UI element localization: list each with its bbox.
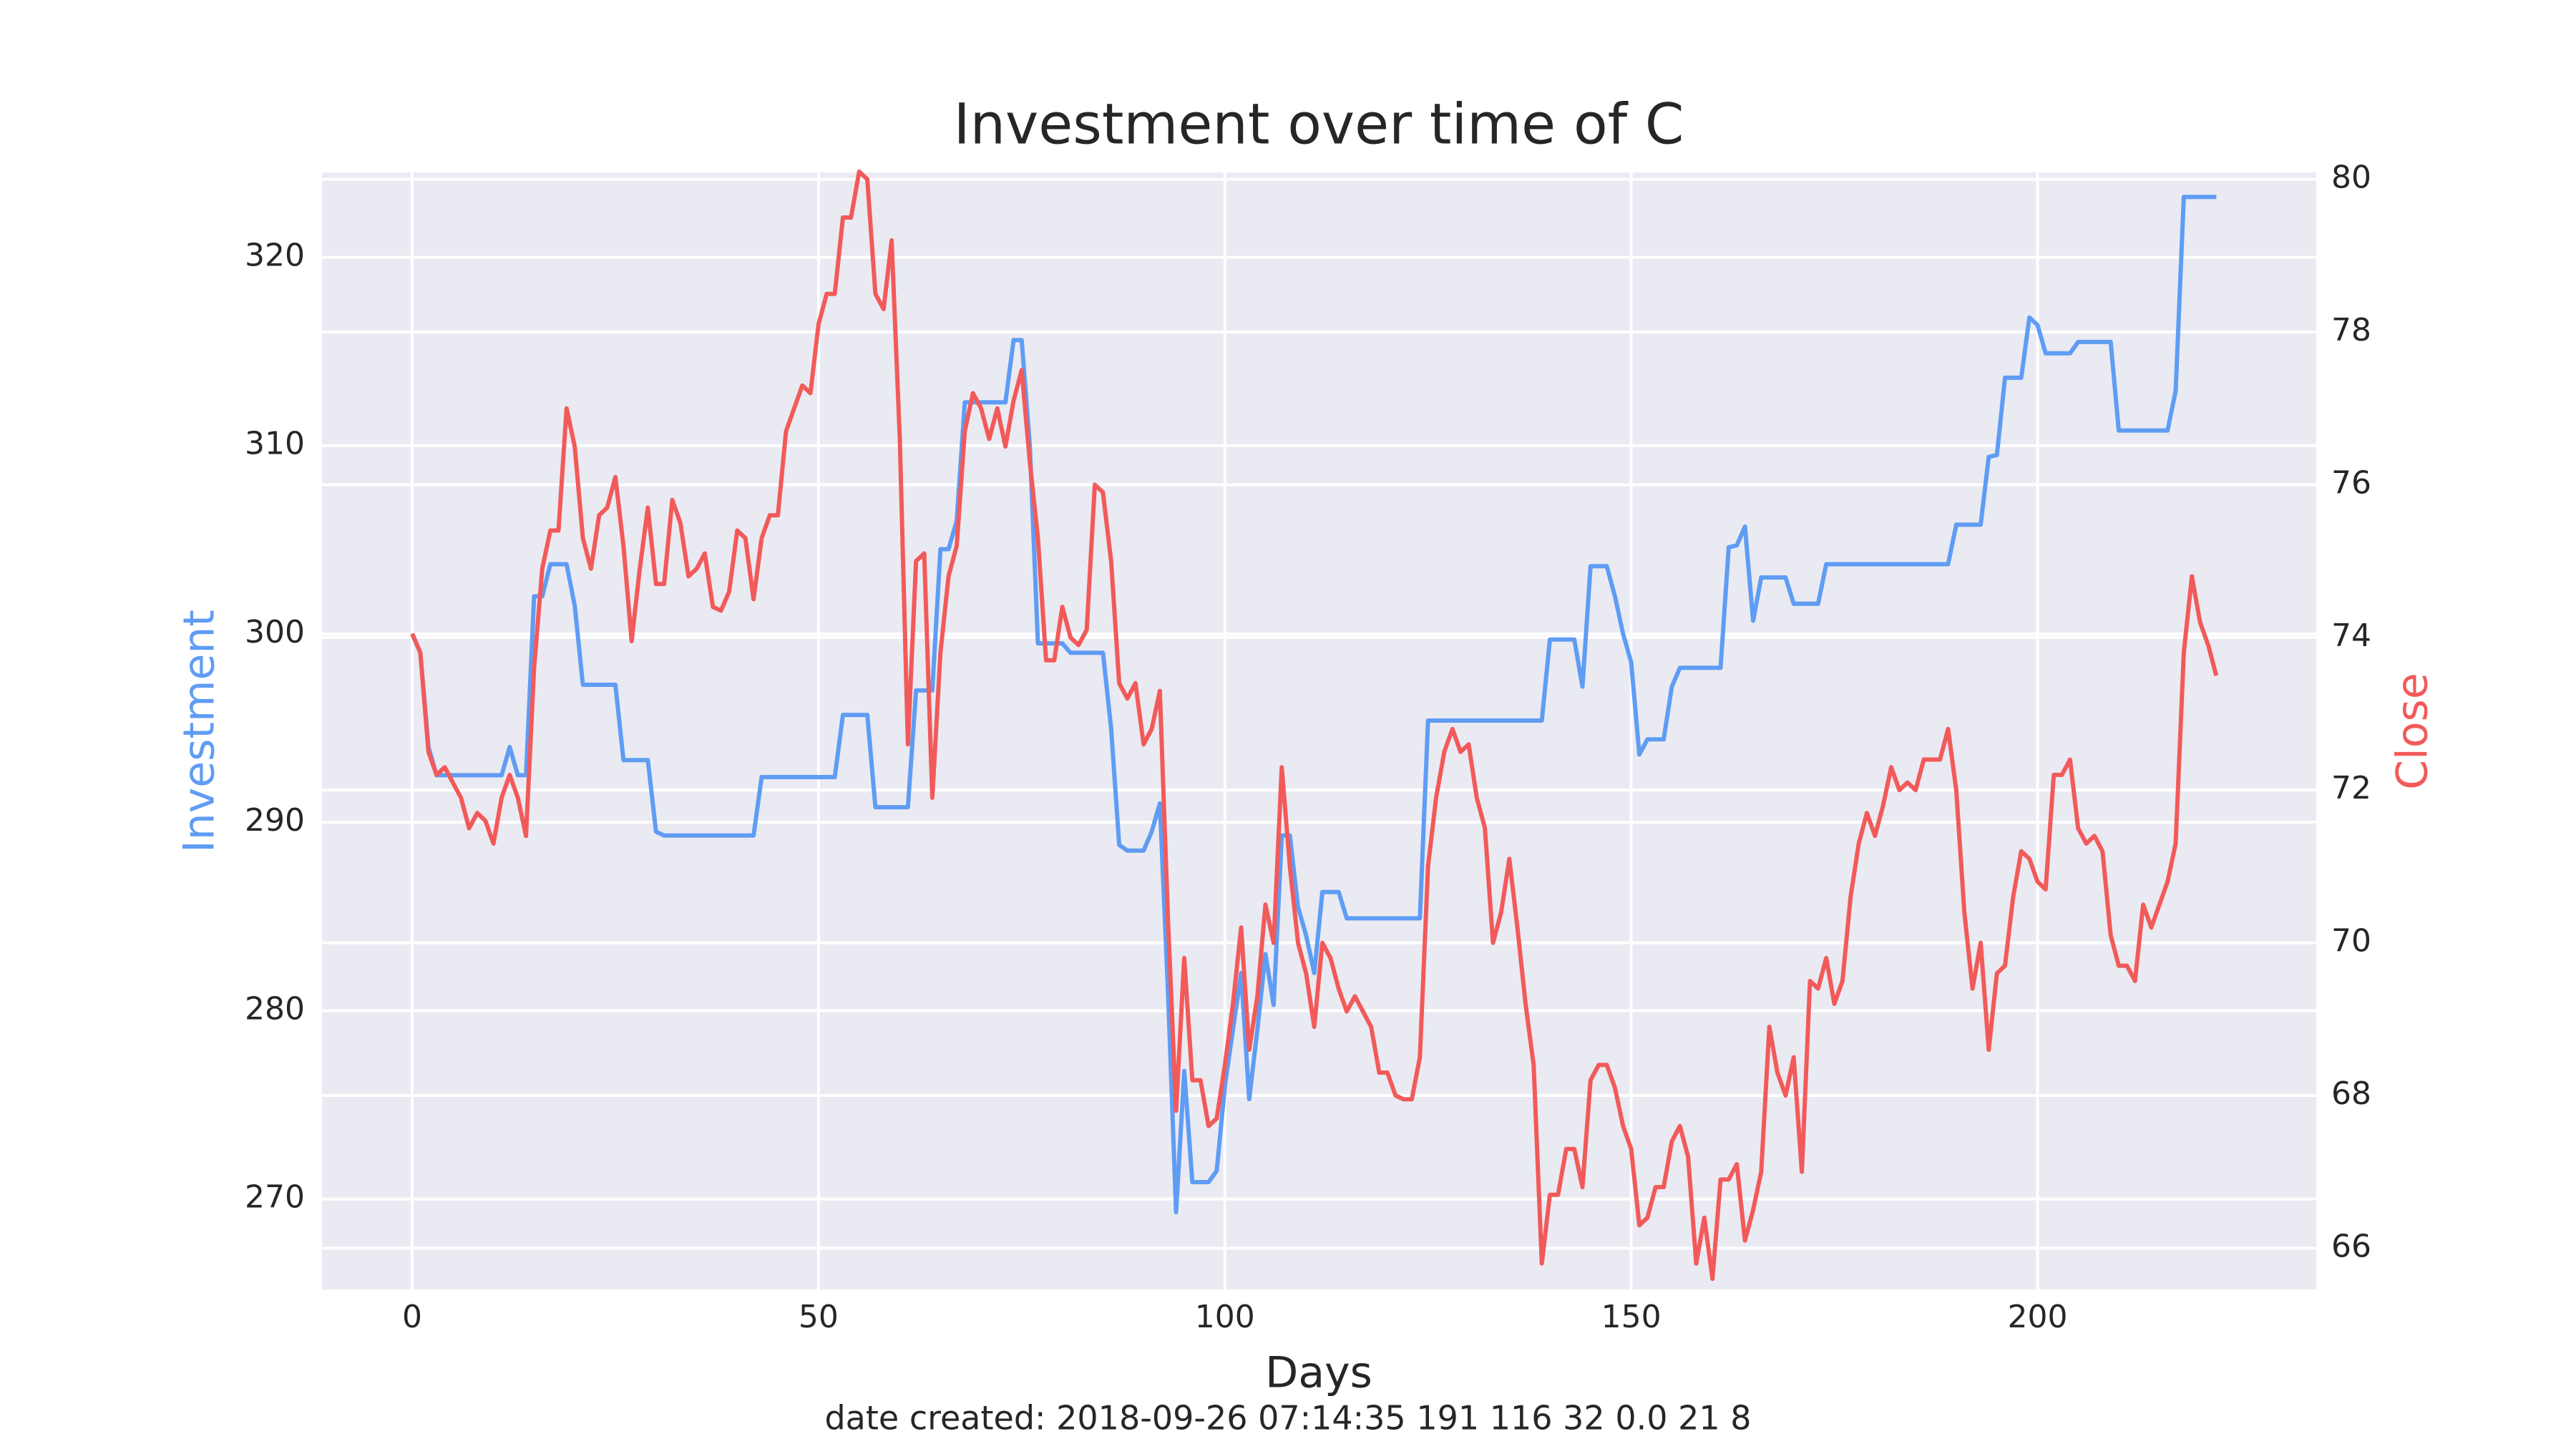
y-tick-label: 320 bbox=[245, 237, 305, 273]
y2-tick-label: 68 bbox=[2331, 1075, 2371, 1112]
chart-title: Investment over time of C bbox=[954, 92, 1684, 157]
y-tick-label: 290 bbox=[245, 802, 305, 839]
lines bbox=[410, 169, 2219, 1282]
x-tick-label: 200 bbox=[2007, 1299, 2067, 1335]
plot-background bbox=[322, 172, 2316, 1289]
y2-tick-label: 80 bbox=[2331, 160, 2371, 196]
y2-axis-label: Close bbox=[2388, 673, 2438, 789]
y-axis-label: Investment bbox=[175, 610, 225, 853]
y-tick-label: 310 bbox=[245, 426, 305, 462]
y2-tick-label: 66 bbox=[2331, 1228, 2371, 1264]
y-tick-label: 280 bbox=[245, 990, 305, 1027]
series-line bbox=[410, 195, 2217, 1215]
y2-tick-label: 70 bbox=[2331, 923, 2371, 960]
x-axis-label: Days bbox=[1265, 1348, 1372, 1398]
x-tick-label: 0 bbox=[402, 1299, 422, 1335]
x-tick-label: 50 bbox=[799, 1299, 839, 1335]
y-tick-label: 270 bbox=[245, 1179, 305, 1216]
y-tick-label: 300 bbox=[245, 614, 305, 650]
y2-tick-label: 74 bbox=[2331, 618, 2371, 654]
y2-tick-label: 78 bbox=[2331, 312, 2371, 348]
y2-tick-label: 76 bbox=[2331, 464, 2371, 501]
caption: date created: 2018-09-26 07:14:35 191 11… bbox=[824, 1399, 1751, 1438]
y2-tick-label: 72 bbox=[2331, 770, 2371, 806]
x-tick-label: 100 bbox=[1195, 1299, 1255, 1335]
x-tick-label: 150 bbox=[1601, 1299, 1662, 1335]
series-line bbox=[410, 169, 2219, 1282]
